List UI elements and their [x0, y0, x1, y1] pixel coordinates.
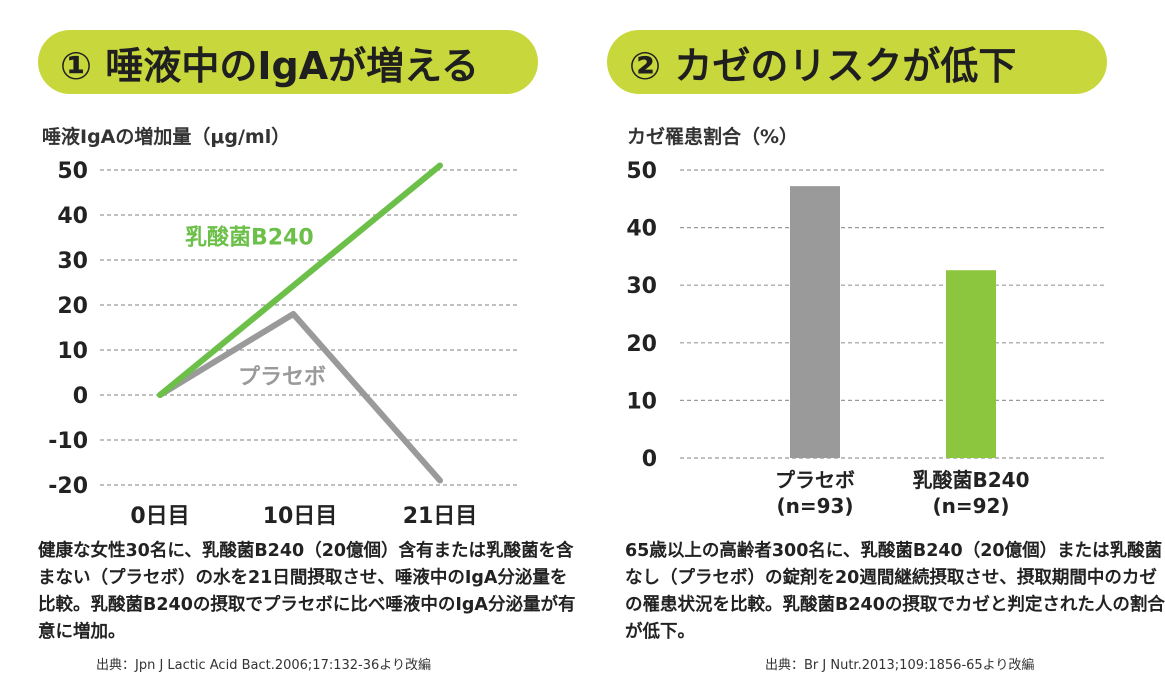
x-tick-label: 10日目: [263, 504, 338, 529]
iga-caption: 健康な女性30名に、乳酸菌B240（20億個）含有または乳酸菌を含まない（プラセ…: [38, 541, 576, 642]
y-tick-label: 20: [57, 294, 88, 319]
panel-cold-risk: ② カゼのリスクが低下 カゼ罹患割合（%） 50 40 30 20 10 0 プラセボ (n=…: [585, 0, 1165, 692]
cold-source: 出典：Br J Nutr.2013;109:1856-65より改編: [765, 658, 1035, 673]
x-tick-sublabel: (n=93): [776, 494, 853, 518]
iga-line-chart: 50 40 30 20 10 0 -10 -20 0日目 10日目 21日目 乳酸菌B240 プラセボ: [48, 159, 520, 529]
heading-cold-risk: ② カゼのリスクが低下: [607, 30, 1107, 94]
y-tick-label: 10: [57, 339, 88, 364]
panel-iga: ① 唾液中のIgAが増える 唾液IgAの増加量（μg/ml） 50 40 30 20 1…: [0, 0, 580, 692]
bar: [790, 186, 840, 458]
series-label: 乳酸菌B240: [185, 224, 314, 250]
x-tick-label: 乳酸菌B240: [913, 468, 1030, 492]
y-tick-label: 40: [57, 204, 88, 229]
x-tick-label: プラセボ: [775, 468, 855, 492]
y-tick-label: 0: [642, 447, 657, 472]
y-tick-label: 20: [626, 332, 657, 357]
iga-source: 出典：Jpn J Lactic Acid Bact.2006;17:132-36…: [96, 658, 432, 673]
x-tick-sublabel: (n=92): [932, 494, 1009, 518]
y-tick-label: 40: [626, 217, 657, 242]
series-line: [157, 311, 443, 484]
x-tick-label: 21日目: [403, 504, 478, 529]
y-tick-label: 0: [73, 384, 88, 409]
series-line: [157, 162, 443, 398]
cold-bar-chart: 50 40 30 20 10 0 プラセボ(n=93) 乳酸菌B240(n=92): [626, 159, 1105, 518]
iga-y-axis-title: 唾液IgAの増加量（μg/ml）: [42, 126, 291, 148]
y-tick-label: -20: [48, 474, 88, 499]
cold-y-axis-title: カゼ罹患割合（%）: [627, 126, 799, 148]
y-tick-label: -10: [48, 429, 88, 454]
series-label: プラセボ: [238, 365, 326, 390]
y-tick-label: 50: [626, 159, 657, 184]
y-tick-label: 10: [626, 389, 657, 414]
y-tick-label: 30: [626, 274, 657, 299]
y-tick-label: 50: [57, 159, 88, 184]
heading-iga: ① 唾液中のIgAが増える: [38, 30, 538, 94]
y-tick-label: 30: [57, 249, 88, 274]
x-tick-label: 0日目: [130, 504, 189, 529]
bar: [946, 270, 996, 458]
cold-caption: 65歳以上の高齢者300名に、乳酸菌B240（20億個）または乳酸菌なし（プラセ…: [625, 541, 1165, 642]
